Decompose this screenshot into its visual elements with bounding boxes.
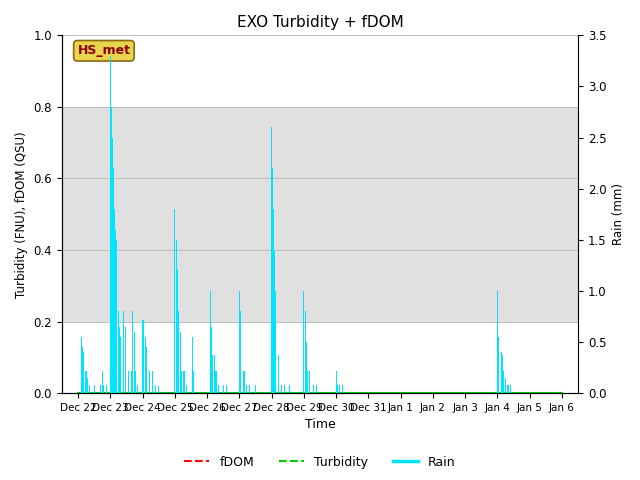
- Bar: [184, 371, 185, 393]
- Bar: [507, 385, 508, 393]
- Bar: [215, 371, 216, 393]
- Bar: [192, 337, 193, 393]
- Bar: [272, 168, 273, 393]
- Text: HS_met: HS_met: [77, 44, 131, 57]
- Bar: [86, 371, 87, 393]
- Bar: [114, 209, 115, 393]
- Bar: [342, 385, 343, 393]
- Bar: [131, 371, 132, 393]
- Bar: [284, 385, 285, 393]
- Bar: [212, 355, 213, 393]
- Bar: [316, 385, 317, 393]
- Bar: [243, 371, 244, 393]
- Bar: [90, 386, 92, 393]
- Bar: [313, 385, 314, 393]
- Bar: [309, 371, 310, 393]
- Bar: [176, 240, 177, 393]
- Bar: [249, 385, 250, 393]
- Legend: fDOM, Turbidity, Rain: fDOM, Turbidity, Rain: [179, 451, 461, 474]
- Bar: [240, 312, 241, 393]
- Bar: [143, 320, 144, 393]
- Bar: [119, 327, 120, 393]
- Bar: [303, 291, 304, 393]
- Bar: [271, 127, 272, 393]
- Bar: [501, 352, 502, 393]
- Title: EXO Turbidity + fDOM: EXO Turbidity + fDOM: [237, 15, 403, 30]
- Bar: [87, 378, 88, 393]
- Bar: [152, 371, 153, 393]
- Bar: [77, 260, 79, 393]
- Bar: [128, 371, 129, 393]
- Bar: [113, 168, 114, 393]
- Bar: [142, 320, 143, 393]
- Bar: [207, 209, 209, 393]
- Bar: [110, 56, 111, 393]
- Bar: [112, 138, 113, 393]
- Bar: [226, 385, 227, 393]
- Bar: [83, 352, 84, 393]
- Bar: [149, 371, 150, 393]
- Bar: [510, 385, 511, 393]
- X-axis label: Time: Time: [305, 419, 335, 432]
- Bar: [118, 312, 119, 393]
- Bar: [278, 355, 279, 393]
- Bar: [82, 347, 83, 393]
- Bar: [183, 371, 184, 393]
- Bar: [132, 312, 133, 393]
- Bar: [158, 386, 159, 393]
- Bar: [336, 371, 337, 393]
- Bar: [241, 332, 243, 393]
- Bar: [306, 342, 307, 393]
- Bar: [505, 378, 506, 393]
- Y-axis label: Turbidity (FNU), fDOM (QSU): Turbidity (FNU), fDOM (QSU): [15, 131, 28, 298]
- Bar: [239, 291, 240, 393]
- Bar: [62, 107, 578, 322]
- Bar: [216, 371, 217, 393]
- Bar: [100, 385, 101, 393]
- Bar: [146, 347, 147, 393]
- Bar: [120, 337, 121, 393]
- Bar: [508, 385, 509, 393]
- Bar: [84, 371, 86, 393]
- Bar: [307, 371, 308, 393]
- Bar: [181, 371, 182, 393]
- Bar: [135, 371, 136, 393]
- Bar: [339, 385, 340, 393]
- Bar: [89, 385, 90, 393]
- Bar: [502, 355, 503, 393]
- Bar: [218, 385, 219, 393]
- Bar: [289, 385, 290, 393]
- Bar: [275, 291, 276, 393]
- Bar: [273, 209, 274, 393]
- Bar: [310, 385, 312, 393]
- Bar: [116, 270, 118, 393]
- Bar: [276, 327, 278, 393]
- Bar: [155, 385, 156, 393]
- Bar: [193, 371, 194, 393]
- Bar: [244, 371, 245, 393]
- Bar: [210, 291, 211, 393]
- Bar: [497, 291, 498, 393]
- Bar: [337, 385, 338, 393]
- Bar: [81, 337, 82, 393]
- Bar: [281, 385, 282, 393]
- Bar: [211, 327, 212, 393]
- Bar: [274, 250, 275, 393]
- Bar: [177, 270, 178, 393]
- Y-axis label: Rain (mm): Rain (mm): [612, 183, 625, 245]
- Bar: [246, 385, 247, 393]
- Bar: [115, 229, 116, 393]
- Bar: [255, 385, 256, 393]
- Bar: [94, 385, 95, 393]
- Bar: [79, 332, 81, 393]
